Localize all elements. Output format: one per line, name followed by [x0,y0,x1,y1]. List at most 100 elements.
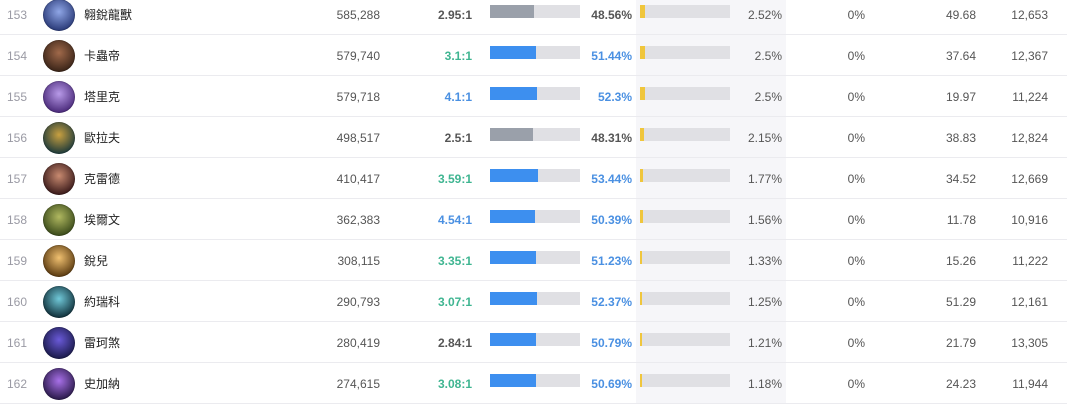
stat-value-a: 38.83 [945,131,976,145]
pick-rate: 1.21% [747,336,782,350]
pick-rate: 2.15% [747,131,782,145]
champion-avatar-icon[interactable] [43,286,75,318]
win-rate: 51.23% [591,254,632,268]
rank-number: 159 [6,254,27,268]
stat-value-a: 51.29 [945,295,976,309]
champion-avatar-icon[interactable] [43,0,75,31]
pick-rate: 1.18% [747,377,782,391]
win-rate: 51.44% [591,49,632,63]
champion-name[interactable]: 翱銳龍獸 [84,8,133,22]
rank-number: 158 [6,213,27,227]
win-rate: 50.79% [591,336,632,350]
champion-name[interactable]: 克雷德 [84,172,121,186]
stat-value-a: 24.23 [945,377,976,391]
stat-value-b: 10,916 [1011,213,1048,227]
kda-ratio: 2.5:1 [444,131,472,145]
games-count: 579,740 [336,49,380,63]
champion-name[interactable]: 史加納 [84,377,121,391]
ban-rate: 0% [847,49,865,63]
kda-ratio: 3.35:1 [437,254,472,268]
win-rate-bar [490,333,580,346]
win-rate: 50.39% [591,213,632,227]
stat-value-a: 11.78 [946,213,976,227]
win-rate-bar-fill [490,87,538,100]
champion-avatar-icon[interactable] [43,81,75,113]
pick-rate-bar [640,210,730,223]
table-row[interactable]: 153 翱銳龍獸 585,288 2.95:1 48.56% 2.52% 0% … [0,0,1067,35]
stat-value-a: 37.64 [945,49,976,63]
table-row[interactable]: 156 歐拉夫 498,517 2.5:1 48.31% 2.15% 0% 38… [0,118,1067,158]
rank-number: 160 [6,295,27,309]
pick-rate-bar-fill [640,251,643,264]
kda-ratio: 4.54:1 [437,213,472,227]
champion-avatar-icon[interactable] [43,204,75,236]
games-count: 498,517 [336,131,380,145]
champion-avatar-icon[interactable] [43,368,75,400]
champion-name[interactable]: 埃爾文 [84,213,121,227]
games-count: 362,383 [336,213,380,227]
win-rate-bar [490,292,580,305]
ban-rate: 0% [847,172,865,186]
stat-value-b: 11,224 [1012,90,1048,104]
stat-value-a: 34.52 [945,172,976,186]
table-row[interactable]: 155 塔里克 579,718 4.1:1 52.3% 2.5% 0% 19.9… [0,77,1067,117]
ban-rate: 0% [847,336,865,350]
win-rate: 52.3% [597,90,632,104]
pick-rate-bar [640,374,730,387]
table-row[interactable]: 160 約瑞科 290,793 3.07:1 52.37% 1.25% 0% 5… [0,282,1067,322]
table-row[interactable]: 158 埃爾文 362,383 4.54:1 50.39% 1.56% 0% 1… [0,200,1067,240]
games-count: 290,793 [336,295,380,309]
rank-number: 155 [6,90,27,104]
champion-name[interactable]: 雷珂煞 [84,336,121,350]
win-rate-bar [490,210,580,223]
champion-avatar-icon[interactable] [43,163,75,195]
pick-rate-bar [640,251,730,264]
table-row[interactable]: 154 卡蟲帝 579,740 3.1:1 51.44% 2.5% 0% 37.… [0,36,1067,76]
table-row[interactable]: 162 史加納 274,615 3.08:1 50.69% 1.18% 0% 2… [0,364,1067,404]
ban-rate: 0% [847,254,865,268]
champion-name[interactable]: 塔里克 [84,90,121,104]
champion-name[interactable]: 歐拉夫 [84,131,121,145]
champion-avatar-icon[interactable] [43,40,75,72]
pick-rate: 1.77% [747,172,782,186]
stat-value-b: 12,824 [1011,131,1048,145]
pick-rate: 1.56% [747,213,782,227]
win-rate-bar-fill [490,128,534,141]
champion-avatar-icon[interactable] [43,327,75,359]
champion-name[interactable]: 約瑞科 [84,295,121,309]
table-row[interactable]: 157 克雷德 410,417 3.59:1 53.44% 1.77% 0% 3… [0,159,1067,199]
pick-rate-bar [640,46,730,59]
win-rate-bar-fill [490,5,534,18]
pick-rate-bar [640,128,730,141]
rank-number: 162 [6,377,27,391]
win-rate-bar-fill [490,251,537,264]
win-rate-bar [490,128,580,141]
win-rate-bar [490,251,580,264]
ban-rate: 0% [847,377,865,391]
pick-rate-bar [640,333,730,346]
pick-rate-bar [640,87,730,100]
pick-rate-bar-fill [640,333,643,346]
rank-number: 156 [6,131,27,145]
win-rate-bar [490,169,580,182]
champion-name[interactable]: 卡蟲帝 [84,49,121,63]
kda-ratio: 3.59:1 [437,172,472,186]
table-row[interactable]: 159 銳兒 308,115 3.35:1 51.23% 1.33% 0% 15… [0,241,1067,281]
champion-avatar-icon[interactable] [43,245,75,277]
win-rate-bar [490,46,580,59]
champion-name[interactable]: 銳兒 [84,254,109,268]
pick-rate: 2.5% [754,49,782,63]
champion-avatar-icon[interactable] [43,122,75,154]
pick-rate: 2.52% [747,8,782,22]
stat-value-b: 12,161 [1011,295,1048,309]
ban-rate: 0% [847,8,865,22]
rank-number: 154 [6,49,27,63]
pick-rate: 2.5% [754,90,782,104]
win-rate: 53.44% [591,172,632,186]
win-rate-bar [490,374,580,387]
stat-value-a: 49.68 [945,8,976,22]
table-row[interactable]: 161 雷珂煞 280,419 2.84:1 50.79% 1.21% 0% 2… [0,323,1067,363]
kda-ratio: 4.1:1 [444,90,472,104]
pick-rate: 1.25% [747,295,782,309]
